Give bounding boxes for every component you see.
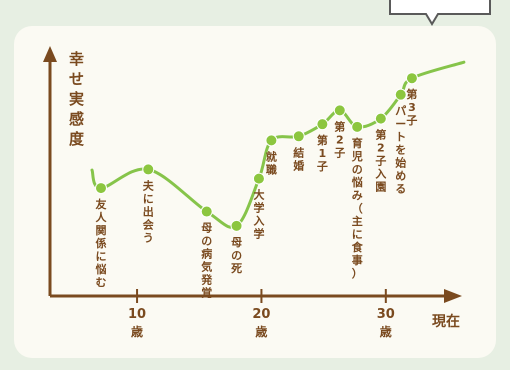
y-axis-title-text: 幸せ実感度 xyxy=(69,50,85,148)
callout-fragment xyxy=(389,0,491,26)
event-point xyxy=(252,172,265,185)
event-label: 育児の悩み（主に食事） xyxy=(351,136,364,280)
event-label: 夫に出会う xyxy=(143,178,155,244)
x-tick-unit: 歳 xyxy=(131,324,143,339)
x-axis-title: 現在 xyxy=(432,313,460,330)
event-point xyxy=(292,130,305,143)
event-label: 友人関係に悩む xyxy=(94,197,107,289)
event-point xyxy=(405,72,418,85)
x-tick-unit: 歳 xyxy=(255,324,267,339)
y-axis-arrow xyxy=(43,46,57,62)
event-label: 第 2 子入園 xyxy=(375,128,386,194)
event-point xyxy=(394,88,407,101)
event-point xyxy=(351,120,364,133)
x-tick-unit: 歳 xyxy=(380,324,392,339)
x-ticks: 10 歳 20 歳 30 歳 xyxy=(128,289,395,339)
axes xyxy=(43,46,462,303)
event-point xyxy=(200,205,213,218)
event-label: 大学入学 xyxy=(253,188,264,241)
event-point xyxy=(94,182,107,195)
event-point xyxy=(142,163,155,176)
event-label: 結婚 xyxy=(293,145,304,172)
event-label: 母の病気発覚 xyxy=(200,222,213,300)
event-point xyxy=(333,104,346,117)
event-label: 就職 xyxy=(266,149,277,176)
x-tick-label: 20 xyxy=(252,307,270,322)
event-point xyxy=(265,134,278,147)
event-point xyxy=(230,219,243,232)
event-label: パートを始める xyxy=(395,105,406,196)
y-axis-title: 幸せ実感度 xyxy=(69,50,85,148)
event-point xyxy=(316,118,329,131)
event-points xyxy=(94,72,418,232)
x-tick-label: 30 xyxy=(377,307,395,322)
x-tick-label: 10 xyxy=(128,307,146,322)
x-axis-arrow xyxy=(444,289,462,303)
event-label: 母の死 xyxy=(231,236,242,275)
event-point xyxy=(374,112,387,125)
